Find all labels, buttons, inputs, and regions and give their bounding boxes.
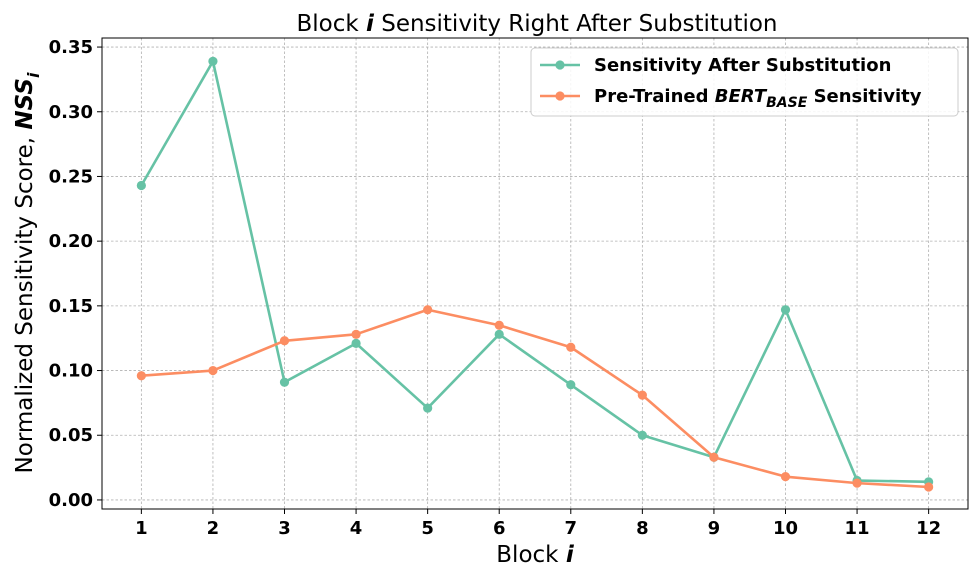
data-point (136, 371, 146, 381)
data-point (136, 180, 146, 191)
chart-title: Block i Sensitivity Right After Substitu… (296, 11, 777, 37)
x-tick-label: 5 (421, 518, 434, 539)
legend-label: Sensitivity After Substitution (594, 55, 891, 76)
x-tick-label: 8 (636, 518, 649, 539)
x-tick-label: 9 (708, 518, 721, 539)
data-point (780, 305, 791, 315)
x-axis-label: Block i (496, 542, 575, 568)
y-tick-label: 0.10 (49, 361, 93, 382)
plot-area-frame (101, 37, 969, 510)
legend-box (530, 47, 959, 117)
y-tick-label: 0.20 (49, 231, 93, 252)
y-tick-label: 0.05 (49, 425, 93, 446)
data-point (279, 377, 290, 387)
data-point (208, 365, 218, 376)
y-tick-label: 0.15 (49, 296, 93, 317)
x-tick-label: 12 (916, 518, 941, 539)
y-axis-label: Normalized Sensitivity Score, NSSi (12, 72, 43, 473)
x-tick-label: 6 (493, 518, 506, 539)
data-point (566, 342, 576, 352)
series-line (141, 308, 929, 489)
data-point (709, 452, 719, 462)
series-2 (136, 305, 934, 492)
legend-marker (555, 60, 565, 70)
data-point (494, 329, 504, 339)
series-1 (136, 56, 934, 487)
y-tick-label: 0.30 (49, 102, 93, 123)
x-tick-label: 1 (135, 518, 148, 539)
grid (102, 38, 968, 509)
x-tick-label: 11 (845, 518, 870, 539)
series (136, 56, 934, 492)
data-point (351, 329, 361, 339)
legend: Sensitivity After Substitution Pre-Traine… (530, 47, 959, 117)
legend-item-1: Sensitivity After Substitution (540, 55, 891, 76)
data-point (780, 472, 791, 482)
x-tick-label: 2 (207, 518, 220, 539)
data-point (279, 336, 290, 346)
legend-item-2: Pre-Trained BERTBASE Sensitivity (540, 86, 922, 111)
data-point (423, 403, 433, 413)
data-point (637, 390, 647, 400)
y-tick-label: 0.00 (49, 490, 93, 511)
data-point (208, 56, 218, 66)
y-tick-label: 0.25 (49, 166, 93, 187)
y-tick-label: 0.35 (49, 37, 93, 58)
x-axis-ticks: 1 2 3 4 5 6 7 8 9 10 11 12 (135, 509, 941, 539)
x-tick-label: 7 (565, 518, 578, 539)
data-point (351, 338, 361, 348)
series-line (140, 59, 929, 484)
data-point (423, 305, 433, 315)
y-axis-ticks: 0.00 0.05 0.10 0.15 0.20 0.25 0.30 0.35 (49, 37, 102, 511)
x-tick-label: 10 (773, 518, 798, 539)
data-point (566, 380, 576, 390)
legend-marker (555, 91, 565, 101)
data-point (637, 430, 647, 440)
data-point (852, 478, 862, 488)
x-tick-label: 4 (350, 518, 363, 539)
x-tick-label: 3 (278, 518, 291, 539)
data-point (924, 482, 934, 492)
data-point (494, 320, 504, 330)
legend-label: Pre-Trained BERTBASE Sensitivity (594, 86, 922, 111)
